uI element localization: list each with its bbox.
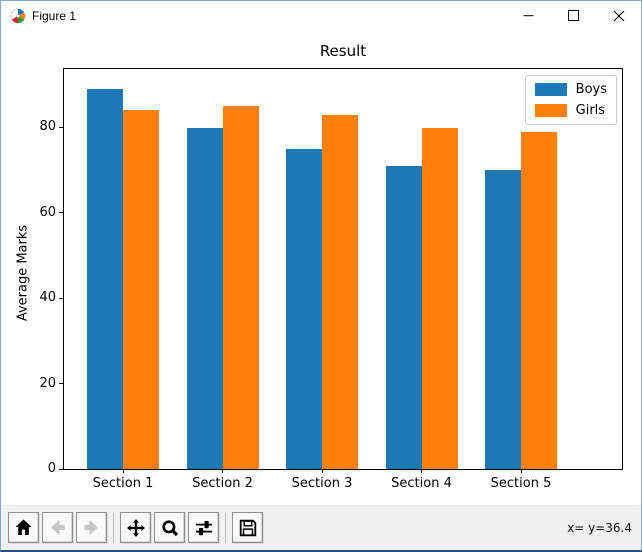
x-tick-mark bbox=[222, 469, 223, 473]
forward-arrow-icon bbox=[84, 520, 98, 535]
bar-boys-3 bbox=[286, 148, 322, 469]
x-tick-label: Section 4 bbox=[391, 476, 452, 491]
zoom-icon bbox=[161, 519, 178, 536]
bar-boys-5 bbox=[485, 170, 521, 469]
bar-boys-1 bbox=[87, 89, 123, 469]
save-button[interactable] bbox=[232, 512, 263, 543]
legend-swatch bbox=[534, 83, 567, 96]
y-tick-label: 60 bbox=[39, 204, 56, 220]
y-tick-mark bbox=[59, 297, 63, 299]
back-arrow-icon bbox=[51, 520, 65, 535]
y-tick-mark bbox=[59, 212, 63, 214]
zoom-button[interactable] bbox=[154, 512, 185, 543]
x-tick-mark bbox=[421, 469, 422, 473]
y-tick-mark bbox=[59, 126, 63, 128]
home-icon bbox=[15, 519, 32, 535]
pan-button[interactable] bbox=[120, 512, 151, 543]
legend-swatch bbox=[534, 104, 567, 117]
back-button[interactable] bbox=[42, 512, 73, 543]
axes[interactable]: Boys Girls 0 20 40 60 80 Section 1 Section 2 Sec… bbox=[39, 68, 623, 491]
x-tick-label: Section 1 bbox=[92, 476, 154, 491]
figure-canvas[interactable]: Result Average Marks Boys Girls 0 20 40 60 80… bbox=[1, 30, 641, 505]
configure-subplots-icon bbox=[195, 520, 212, 535]
legend-label: Boys bbox=[575, 82, 607, 97]
matplotlib-logo-icon bbox=[10, 8, 26, 23]
configure-subplots-button[interactable] bbox=[188, 512, 219, 543]
close-icon bbox=[613, 10, 624, 21]
toolbar-separator bbox=[225, 512, 226, 543]
bar-boys-2 bbox=[186, 127, 223, 469]
bar-girls-5 bbox=[521, 131, 557, 469]
maximize-icon bbox=[568, 10, 579, 21]
bar-boys-4 bbox=[385, 165, 422, 469]
x-tick-mark bbox=[122, 469, 124, 473]
bar-girls-1 bbox=[123, 110, 159, 469]
y-tick-mark bbox=[59, 383, 63, 385]
y-tick-label: 0 bbox=[47, 461, 56, 476]
x-tick-mark bbox=[520, 469, 522, 473]
window-title: Figure 1 bbox=[32, 8, 77, 23]
legend: Boys Girls bbox=[524, 75, 617, 125]
y-tick-mark bbox=[59, 468, 63, 470]
close-button[interactable] bbox=[596, 1, 641, 30]
bar-girls-4 bbox=[421, 127, 458, 469]
title-bar[interactable]: Figure 1 bbox=[1, 1, 641, 30]
y-tick-label: 80 bbox=[39, 119, 56, 135]
y-tick-label: 20 bbox=[39, 375, 56, 391]
legend-label: Girls bbox=[575, 103, 606, 118]
minimize-button[interactable] bbox=[506, 1, 551, 30]
maximize-button[interactable] bbox=[551, 1, 596, 30]
pan-icon bbox=[126, 518, 145, 537]
toolbar-separator bbox=[113, 512, 114, 543]
x-tick-label: Section 2 bbox=[192, 476, 253, 491]
home-button[interactable] bbox=[8, 512, 39, 543]
y-tick-label: 40 bbox=[39, 290, 56, 306]
x-tick-mark bbox=[321, 469, 323, 473]
cursor-status: x= y=36.4 bbox=[567, 520, 632, 535]
legend-item-boys: Boys bbox=[534, 82, 607, 97]
chart-title: Result bbox=[319, 42, 367, 60]
minimize-icon bbox=[523, 15, 534, 17]
x-tick-label: Section 5 bbox=[490, 476, 552, 491]
x-tick-label: Section 3 bbox=[291, 476, 353, 491]
forward-button[interactable] bbox=[76, 512, 107, 543]
navigation-toolbar: x= y=36.4 bbox=[1, 505, 641, 550]
legend-item-girls: Girls bbox=[534, 103, 607, 118]
bar-girls-3 bbox=[322, 114, 358, 469]
save-icon bbox=[239, 519, 256, 536]
bar-girls-2 bbox=[222, 106, 259, 469]
